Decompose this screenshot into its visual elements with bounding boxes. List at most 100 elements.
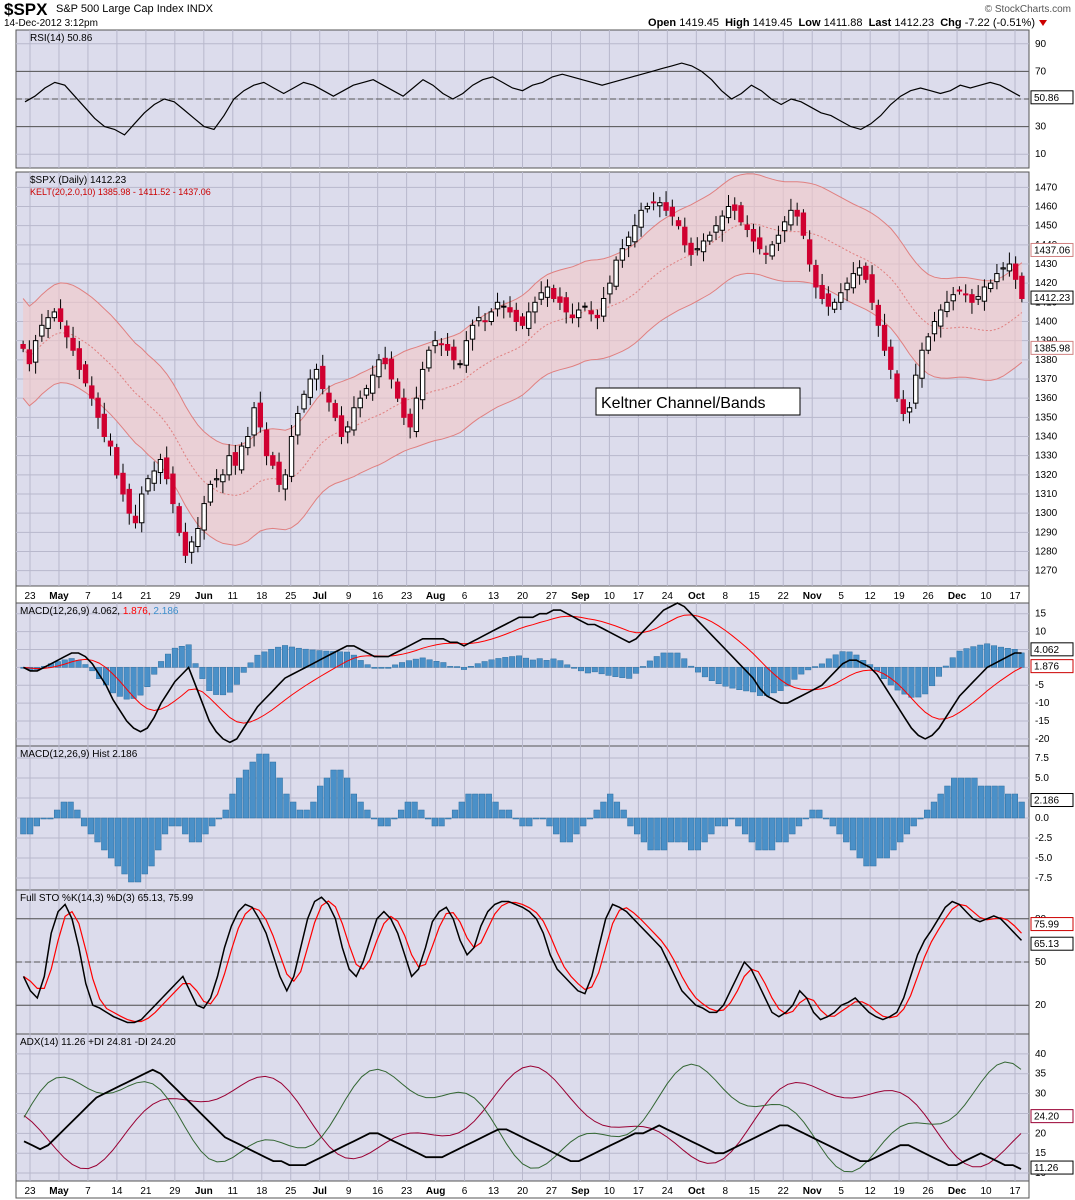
- candle-body: [76, 348, 82, 370]
- y-tick-label: 1360: [1035, 393, 1058, 404]
- macd-hist-bar: [440, 662, 447, 668]
- x-tick-label: 8: [723, 1186, 729, 1197]
- adx-value-tag: 11.26: [1034, 1163, 1059, 1174]
- hist-bar: [33, 817, 40, 827]
- hist-bar: [357, 801, 364, 819]
- y-tick-label: 1350: [1035, 412, 1058, 423]
- macd-hist-bar: [213, 667, 220, 695]
- macd-hist-bar: [1018, 652, 1025, 668]
- y-tick-label: -5: [1035, 680, 1044, 691]
- candle-body: [270, 455, 276, 466]
- candle-body: [607, 282, 613, 295]
- hist-bar: [782, 817, 789, 843]
- hist-bar: [47, 817, 54, 820]
- x-tick-label: 23: [401, 1186, 413, 1197]
- candle-body: [39, 324, 45, 337]
- macd-hist-bar: [784, 667, 791, 687]
- hist-bar: [586, 817, 594, 820]
- candle-body: [869, 274, 875, 303]
- x-tick-label: 10: [980, 591, 992, 602]
- brand-label: © StockCharts.com: [984, 4, 1071, 15]
- hist-bar: [876, 817, 884, 859]
- hist-bar: [836, 817, 843, 835]
- candle-body: [363, 388, 370, 396]
- hist-bar: [1005, 793, 1012, 819]
- hist-bar: [951, 777, 958, 819]
- x-tick-label: 10: [604, 591, 616, 602]
- candle-body: [257, 402, 264, 428]
- candle-body: [569, 314, 576, 319]
- macd-hist-bar: [282, 645, 289, 668]
- quote-summary: Open 1419.45 High 1419.45 Low 1411.88 La…: [648, 17, 1035, 29]
- candle-body: [114, 447, 120, 476]
- candle-body: [638, 209, 644, 228]
- hist-bar: [978, 785, 985, 819]
- low-value: 1411.88: [823, 17, 863, 29]
- candle-body: [931, 321, 938, 335]
- hist-bar: [532, 817, 540, 820]
- hist-bar: [903, 817, 911, 835]
- macd-hist-bar: [584, 667, 591, 674]
- candle-body: [669, 206, 675, 217]
- hist-bar: [620, 809, 627, 819]
- down-arrow-icon: [1039, 20, 1047, 26]
- hist-bar: [998, 785, 1005, 819]
- x-tick-label: 17: [633, 591, 645, 602]
- candle-body: [956, 289, 963, 292]
- adx-di-tag-box: [1030, 1109, 1074, 1124]
- x-tick-label: 24: [662, 591, 674, 602]
- x-tick-label: 27: [546, 1186, 558, 1197]
- macd-hist-bar: [509, 656, 516, 668]
- x-tick-label: 26: [923, 591, 935, 602]
- candle-body: [1000, 267, 1006, 270]
- candle-body: [332, 403, 338, 418]
- macd-hist-bar: [970, 646, 977, 668]
- x-tick-label: Nov: [803, 591, 822, 602]
- hist-bar: [499, 809, 506, 819]
- hist-value-tag: 2.186: [1034, 796, 1059, 807]
- security-name: S&P 500 Large Cap Index INDX: [56, 3, 213, 15]
- y-tick-label: 1420: [1035, 278, 1058, 289]
- candle-body: [650, 201, 657, 204]
- candle-body: [838, 292, 844, 303]
- macd-hist-bar: [199, 667, 206, 679]
- candle-body: [64, 325, 70, 338]
- candle-body: [594, 314, 601, 319]
- hist-bar: [924, 809, 931, 819]
- candle-body: [238, 445, 245, 471]
- candle-body: [744, 224, 750, 230]
- hist-bar: [478, 793, 486, 819]
- candle-body: [307, 378, 313, 398]
- candle-body: [432, 340, 438, 347]
- candle-body: [694, 248, 700, 251]
- macd-hist-bar: [963, 648, 970, 668]
- hist-bar: [573, 817, 580, 835]
- hist-bar: [80, 817, 88, 827]
- x-tick-label: 18: [256, 1186, 268, 1197]
- macd-hist-bar: [1011, 649, 1018, 668]
- x-tick-label: 21: [140, 591, 152, 602]
- candle-body: [750, 229, 757, 242]
- candle-body: [245, 436, 251, 449]
- macd-title: MACD(12,26,9) 4.062, 1.876, 2.186: [20, 606, 179, 617]
- hist-bar: [236, 777, 243, 819]
- candle-body: [101, 413, 107, 437]
- sto-d-line: [23, 900, 1022, 1023]
- candle-body: [82, 364, 89, 384]
- x-tick-label: Nov: [803, 1186, 822, 1197]
- candle-body: [426, 349, 432, 369]
- candle-body: [719, 215, 725, 231]
- candle-body: [463, 340, 470, 366]
- hist-bar: [418, 809, 425, 819]
- macd-hist-bar: [385, 667, 392, 669]
- hist-bar: [755, 817, 762, 851]
- hist-bar: [600, 801, 607, 819]
- macd-hist-bar: [777, 667, 784, 691]
- candle-body: [107, 440, 114, 447]
- adx-line: [23, 1068, 1022, 1170]
- x-tick-label: 16: [372, 591, 384, 602]
- hist-bar: [317, 785, 324, 819]
- candle-body: [164, 457, 170, 480]
- candle-body: [831, 301, 838, 310]
- adx-value-tag-box: [1030, 1160, 1074, 1175]
